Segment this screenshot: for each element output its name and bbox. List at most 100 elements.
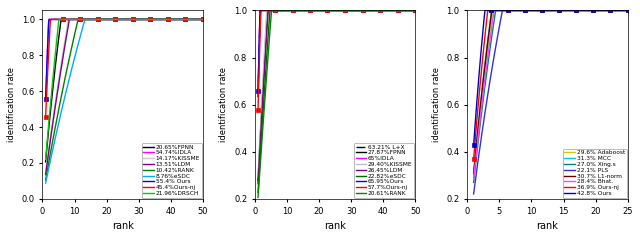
20.61%RANK [387,9,395,12]
54.74%IDLA [42,84,50,87]
10.42%RANK [42,179,49,182]
10.42%RANK [136,18,143,21]
30.7% L1-norm [600,9,608,12]
26.45%LDM [254,182,262,185]
54.74%IDLA [139,18,147,21]
65%IDLA [254,91,262,94]
22.82%eSDC [348,9,356,12]
22.82%eSDC [387,9,395,12]
31.3% MCC [624,9,632,12]
29.40%KISSME [348,9,356,12]
28.4% Bhat. [624,9,632,12]
45.4%Ours-nj [42,116,49,119]
13.51%LDM [185,18,193,21]
20.65%FPNN [185,18,193,21]
63.21% L+X [348,9,356,12]
29.40%KISSME [348,9,356,12]
30.7% L1-norm [470,172,477,175]
36.9% Ours-nj [610,9,618,12]
57.7%Ours-nj [387,9,395,12]
26.45%LDM [348,9,356,12]
10.42%RANK [185,18,193,21]
14.17%KISSME [42,172,49,175]
42.8% Ours [470,144,477,147]
X-axis label: rank: rank [324,221,346,231]
42.8% Ours [564,9,572,12]
63.21% L+X [348,9,356,12]
26.45%LDM [348,9,356,12]
54.74%IDLA [185,18,193,21]
27.0% Xing.s [470,181,477,184]
55.4% Ours [139,18,147,21]
8.76%eSDC [139,18,147,21]
20.61%RANK [254,196,262,199]
14.17%KISSME [199,18,207,21]
Line: 65%IDLA: 65%IDLA [258,10,415,93]
36.9% Ours-nj [470,158,477,160]
30.7% L1-norm [564,9,572,12]
Line: 13.51%LDM: 13.51%LDM [45,20,203,175]
22.1% PLS [561,9,569,12]
20.61%RANK [351,9,358,12]
36.9% Ours-nj [562,9,570,12]
10.42%RANK [139,18,147,21]
13.51%LDM [199,18,207,21]
22.1% PLS [470,188,478,191]
8.76%eSDC [199,18,207,21]
63.21% L+X [256,9,264,12]
20.65%FPNN [136,18,143,21]
55.4% Ours [42,84,50,87]
14.17%KISSME [185,18,193,21]
29.40%KISSME [254,175,262,178]
14.17%KISSME [139,18,147,21]
21.96%DRSCH [199,18,207,21]
21.96%DRSCH [136,18,143,21]
Line: 22.82%eSDC: 22.82%eSDC [258,10,415,192]
57.7%Ours-nj [348,9,356,12]
45.4%Ours-nj [136,18,143,21]
Line: 27.87%FPNN: 27.87%FPNN [258,10,415,180]
Line: 28.4% Bhat.: 28.4% Bhat. [474,10,628,179]
27.0% Xing.s [470,176,478,179]
22.82%eSDC [254,191,262,194]
54.74%IDLA [136,18,143,21]
Y-axis label: identification rate: identification rate [7,67,16,142]
45.4%Ours-nj [175,18,182,21]
36.9% Ours-nj [470,151,478,154]
22.82%eSDC [255,182,262,185]
36.9% Ours-nj [484,9,492,12]
Line: 22.1% PLS: 22.1% PLS [474,10,628,194]
27.87%FPNN [348,9,356,12]
29.40%KISSME [397,9,405,12]
27.0% Xing.s [492,9,500,12]
65.95%Ours [387,9,395,12]
65.95%Ours [412,9,419,12]
Line: 57.7%Ours-nj: 57.7%Ours-nj [258,10,415,110]
63.21% L+X [387,9,395,12]
36.9% Ours-nj [561,9,569,12]
Line: 26.45%LDM: 26.45%LDM [258,10,415,184]
27.87%FPNN [348,9,356,12]
Line: 14.17%KISSME: 14.17%KISSME [45,20,203,174]
63.21% L+X [412,9,419,12]
65.95%Ours [351,9,358,12]
29.6% Adaboost [562,9,570,12]
65%IDLA [397,9,405,12]
X-axis label: rank: rank [112,221,134,231]
26.45%LDM [397,9,405,12]
Line: 29.6% Adaboost: 29.6% Adaboost [474,10,628,176]
21.96%DRSCH [42,158,49,161]
57.7%Ours-nj [412,9,419,12]
20.61%RANK [348,9,356,12]
55.4% Ours [199,18,207,21]
65%IDLA [387,9,395,12]
X-axis label: rank: rank [536,221,559,231]
13.51%LDM [42,173,49,176]
65%IDLA [412,9,419,12]
22.82%eSDC [348,9,356,12]
Line: 55.4% Ours: 55.4% Ours [45,20,203,99]
54.74%IDLA [42,99,49,102]
45.4%Ours-nj [47,18,54,21]
Line: 21.96%DRSCH: 21.96%DRSCH [45,20,203,159]
65%IDLA [348,9,356,12]
